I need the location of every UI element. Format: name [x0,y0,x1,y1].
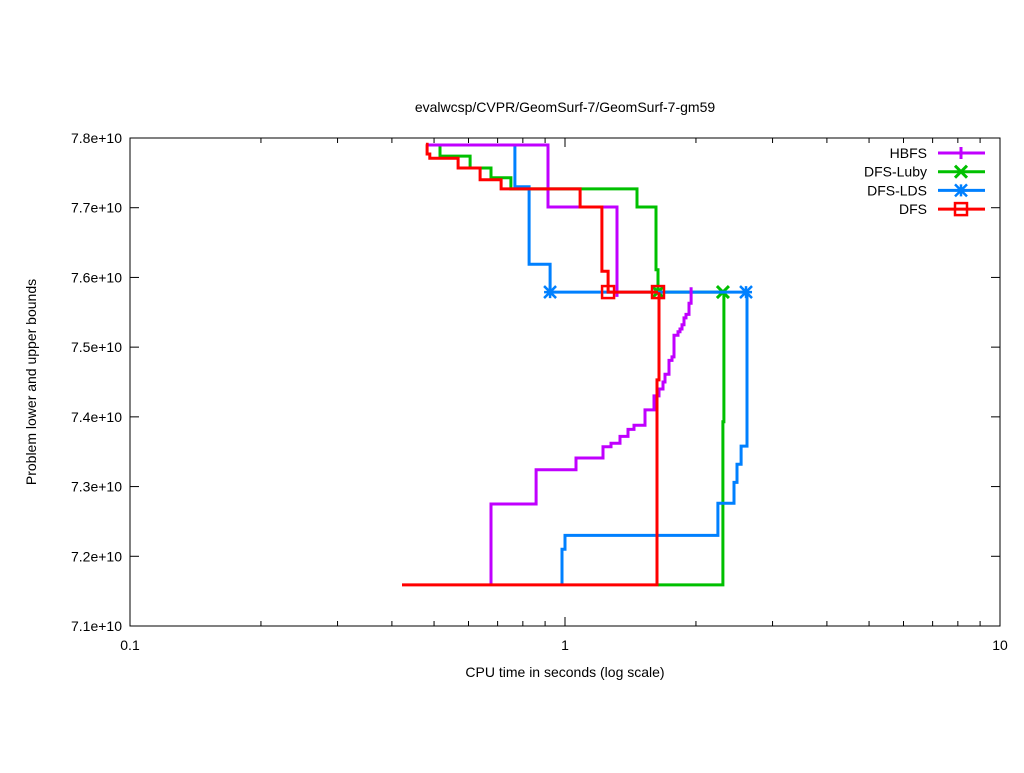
y-tick-label: 7.8e+10 [71,130,122,146]
series-dfs [402,142,666,587]
upper-bound-line-dfs-luby [427,143,723,294]
y-tick-label: 7.3e+10 [71,479,122,495]
legend-marker-dfs-luby [953,164,969,179]
legend-marker-dfs-lds [954,183,968,198]
legend-marker-dfs [953,201,969,217]
y-tick-label: 7.6e+10 [71,269,122,285]
lower-bound-line-dfs [402,292,661,587]
y-tick-label: 7.5e+10 [71,339,122,355]
marker-dfs [650,284,666,300]
y-tick-label: 7.1e+10 [71,618,122,634]
marker-dfs-lds [739,285,753,299]
axes: 7.1e+10 7.2e+10 7.3e+10 7.4e+10 7.5e+10 7.6e+… [71,130,1008,653]
marker-dfs [600,284,616,300]
y-axis-label: Problem lower and upper bounds [23,279,39,485]
lower-bound-line-hbfs [489,287,693,585]
legend-label: DFS [899,201,927,217]
series-hbfs [427,143,693,585]
x-tick-label: 10 [992,637,1008,653]
legend: HBFS DFS-Luby DFS-LDS DFS [864,145,985,217]
upper-bound-line-dfs [425,142,658,294]
series-dfs-lds [427,143,753,585]
upper-bound-line-hbfs [427,143,619,297]
x-axis-label: CPU time in seconds (log scale) [465,664,664,680]
legend-label: DFS-LDS [867,182,927,198]
plot-border [129,137,1001,627]
series-layer [402,142,753,587]
y-tick-label: 7.7e+10 [71,200,122,216]
x-tick-label: 0.1 [120,637,140,653]
legend-marker-hbfs [955,147,967,159]
marker-dfs-lds [543,285,557,299]
chart-title: evalwcsp/CVPR/GeomSurf-7/GeomSurf-7-gm59 [415,99,716,115]
y-tick-label: 7.4e+10 [71,409,122,425]
lower-bound-line-dfs-luby [658,292,726,587]
x-tick-label: 1 [561,637,569,653]
legend-label: HBFS [890,145,927,161]
legend-label: DFS-Luby [864,164,927,180]
y-tick-label: 7.2e+10 [71,548,122,564]
lower-bound-line-dfs-lds [560,292,749,585]
series-dfs-luby [427,143,730,587]
